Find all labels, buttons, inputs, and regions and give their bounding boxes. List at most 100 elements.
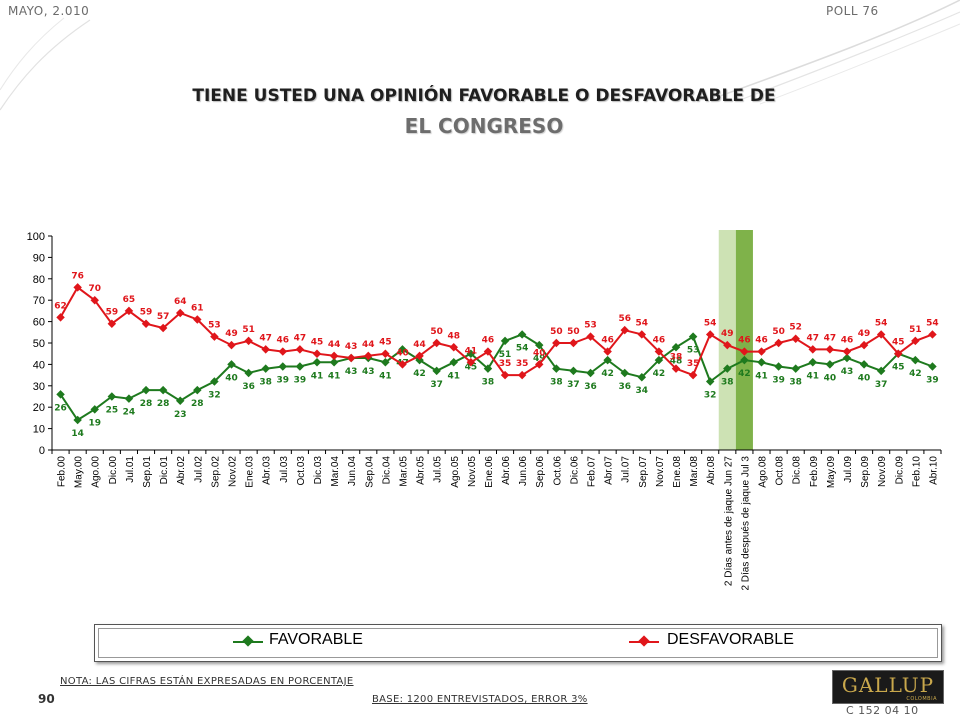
data-label-favorable: 26 xyxy=(54,403,67,413)
data-point-desfavorable xyxy=(90,295,99,305)
data-label-desfavorable: 35 xyxy=(687,359,700,369)
x-tick-label: Sep.06 xyxy=(535,456,546,488)
data-point-favorable xyxy=(158,385,168,395)
x-tick-label: Dic.03 xyxy=(313,456,324,485)
y-tick-label: 20 xyxy=(33,402,45,414)
x-tick-label: Ago.08 xyxy=(757,456,768,488)
data-point-favorable xyxy=(210,377,219,386)
x-tick-label: Abr.05 xyxy=(416,456,427,485)
data-label-favorable: 19 xyxy=(88,418,101,428)
data-point-favorable xyxy=(73,415,82,425)
data-point-favorable xyxy=(141,385,151,395)
data-label-desfavorable: 49 xyxy=(225,329,238,339)
data-point-desfavorable xyxy=(415,351,424,361)
data-label-desfavorable: 64 xyxy=(174,297,187,307)
data-label-favorable: 48 xyxy=(670,356,683,366)
data-label-favorable: 39 xyxy=(294,376,307,386)
data-point-favorable xyxy=(928,362,937,371)
data-point-favorable xyxy=(449,358,459,367)
data-label-desfavorable: 46 xyxy=(841,336,854,346)
highlight-band-1 xyxy=(718,230,736,450)
data-point-desfavorable xyxy=(483,347,493,356)
x-tick-label: Ene.08 xyxy=(672,456,683,488)
y-tick-label: 60 xyxy=(33,317,45,329)
data-label-favorable: 28 xyxy=(191,399,204,409)
data-label-favorable: 24 xyxy=(123,408,136,418)
data-label-desfavorable: 44 xyxy=(413,340,426,350)
data-point-desfavorable xyxy=(244,336,253,346)
data-label-favorable: 41 xyxy=(328,371,341,381)
data-point-favorable xyxy=(227,360,236,369)
data-point-desfavorable xyxy=(432,338,441,348)
x-tick-label: Abr.07 xyxy=(604,456,615,485)
x-tick-label: Dic.01 xyxy=(159,456,170,485)
data-point-desfavorable xyxy=(398,360,407,369)
data-label-desfavorable: 59 xyxy=(140,308,153,318)
sample-base: BASE: 1200 ENTREVISTADOS, ERROR 3% xyxy=(372,694,588,705)
x-tick-label: 2 Días antes de jaque Jun 27 xyxy=(723,456,734,587)
data-label-desfavorable: 47 xyxy=(824,333,837,343)
data-label-favorable: 42 xyxy=(601,369,614,379)
data-label-favorable: 36 xyxy=(618,382,631,392)
data-label-favorable: 43 xyxy=(345,367,358,377)
data-label-desfavorable: 52 xyxy=(789,323,802,333)
data-label-favorable: 36 xyxy=(584,382,597,392)
x-tick-label: Sep.01 xyxy=(142,456,153,488)
data-point-favorable xyxy=(774,362,783,371)
data-label-desfavorable: 59 xyxy=(106,308,119,318)
data-label-favorable: 23 xyxy=(174,410,187,420)
data-point-desfavorable xyxy=(842,347,852,356)
x-tick-label: Mar.05 xyxy=(398,456,409,487)
data-point-desfavorable xyxy=(227,340,236,350)
data-label-favorable: 42 xyxy=(909,369,922,379)
data-point-desfavorable xyxy=(705,330,715,339)
data-point-favorable xyxy=(107,392,117,401)
data-label-desfavorable: 45 xyxy=(311,338,324,348)
data-label-favorable: 51 xyxy=(499,350,512,360)
x-tick-label: Sep.04 xyxy=(364,456,375,488)
data-label-desfavorable: 53 xyxy=(208,321,221,331)
data-label-desfavorable: 54 xyxy=(926,318,939,328)
data-point-desfavorable xyxy=(364,351,373,361)
data-point-desfavorable xyxy=(500,370,510,380)
data-label-favorable: 28 xyxy=(157,399,170,409)
data-label-desfavorable: 45 xyxy=(892,338,905,348)
x-tick-label: Jul.09 xyxy=(843,456,854,483)
data-point-desfavorable xyxy=(620,325,629,335)
data-point-favorable xyxy=(808,358,818,367)
page-title: TIENE USTED UNA OPINIÓN FAVORABLE O DESF… xyxy=(0,86,960,106)
x-tick-label: Jul.02 xyxy=(193,456,204,483)
data-label-desfavorable: 51 xyxy=(909,325,922,335)
data-label-desfavorable: 61 xyxy=(191,303,204,313)
series-line-favorable xyxy=(59,333,933,422)
data-point-favorable xyxy=(432,366,441,376)
data-point-favorable xyxy=(825,360,835,369)
data-point-desfavorable xyxy=(517,370,527,380)
data-label-desfavorable: 46 xyxy=(738,336,751,346)
y-tick-label: 70 xyxy=(33,295,45,307)
data-point-desfavorable xyxy=(757,347,766,356)
data-point-favorable xyxy=(329,358,339,367)
x-tick-label: Feb.07 xyxy=(587,456,598,488)
data-point-favorable xyxy=(466,349,476,358)
data-point-desfavorable xyxy=(534,360,544,369)
data-point-favorable xyxy=(90,405,99,414)
data-label-favorable: 42 xyxy=(413,369,426,379)
data-label-favorable: 37 xyxy=(875,380,888,390)
data-point-desfavorable xyxy=(261,345,270,354)
data-point-desfavorable xyxy=(791,334,800,343)
data-point-favorable xyxy=(723,364,732,373)
x-tick-label: Mar.08 xyxy=(689,456,700,487)
data-label-favorable: 32 xyxy=(208,391,221,401)
data-label-desfavorable: 46 xyxy=(755,336,768,346)
data-label-favorable: 36 xyxy=(242,382,255,392)
data-label-desfavorable: 57 xyxy=(157,312,170,322)
opinion-line-chart: 0 10 20 30 40 50 60 70 80 90 100 Feb.00 May.00 Ago.00… xyxy=(27,230,942,591)
poll-number: POLL 76 xyxy=(826,4,879,18)
data-label-favorable: 39 xyxy=(277,376,290,386)
data-point-desfavorable xyxy=(295,345,305,354)
title-line-2: EL CONGRESO xyxy=(404,114,564,138)
data-label-desfavorable: 35 xyxy=(516,359,529,369)
x-tick-label: Oct.03 xyxy=(296,456,307,486)
data-label-desfavorable: 50 xyxy=(430,327,443,337)
